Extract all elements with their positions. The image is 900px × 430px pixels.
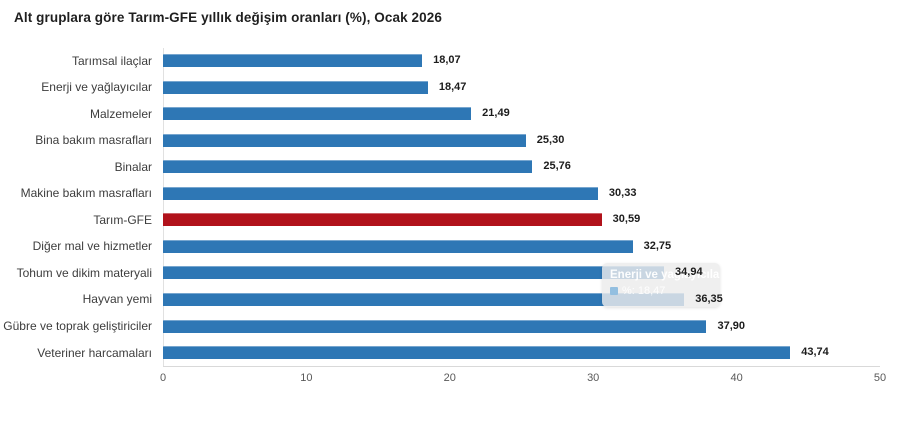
- value-label: 43,74: [801, 346, 829, 359]
- bar[interactable]: [163, 292, 685, 306]
- category-label: Tohum ve dikim materyali: [16, 265, 152, 280]
- x-tick-label: 0: [159, 372, 167, 384]
- y-axis-line: [163, 48, 164, 366]
- tooltip-title: Enerji ve yağlayıcılar: [610, 269, 720, 281]
- bar[interactable]: [163, 107, 472, 121]
- bar[interactable]: [163, 80, 428, 94]
- category-label: Hayvan yemi: [82, 292, 152, 307]
- bar[interactable]: [163, 346, 791, 360]
- tooltip-series-value: %: 18,47: [622, 285, 666, 297]
- category-label: Tarımsal ilaçlar: [71, 53, 152, 68]
- value-label: 21,49: [482, 107, 510, 120]
- tooltip-series-line: %: 18,47: [610, 285, 712, 297]
- bar[interactable]: [163, 160, 533, 174]
- value-label: 30,33: [608, 186, 637, 199]
- x-tick-label: 50: [873, 372, 887, 384]
- bar[interactable]: [163, 239, 633, 253]
- value-label: 18,07: [433, 54, 461, 66]
- bar[interactable]: [163, 319, 707, 333]
- value-label: 34,94: [675, 266, 703, 279]
- series-marker-icon: [610, 287, 618, 295]
- value-label: 37,90: [717, 319, 746, 332]
- value-label: 36,35: [695, 292, 723, 305]
- category-label: Enerji ve yağlayıcılar: [41, 80, 152, 95]
- bar[interactable]: [163, 133, 526, 147]
- category-label: Diğer mal ve hizmetler: [32, 239, 152, 254]
- value-label: 32,75: [643, 239, 672, 252]
- category-label: Binalar: [114, 159, 152, 174]
- x-axis-line: [163, 366, 880, 367]
- x-tick-label: 10: [300, 372, 313, 384]
- category-label: Makine bakım masrafları: [20, 186, 152, 201]
- category-label: Gübre ve toprak geliştiriciler: [3, 319, 152, 333]
- bar-highlight[interactable]: [163, 213, 602, 227]
- value-label: 18,47: [438, 80, 467, 93]
- category-label: Bina bakım masrafları: [35, 133, 152, 148]
- value-label: 25,76: [543, 160, 571, 173]
- value-label: 30,59: [612, 213, 641, 226]
- x-tick-label: 20: [443, 372, 456, 384]
- chart-tooltip: Enerji ve yağlayıcılar %: 18,47: [602, 263, 720, 307]
- category-label: Veteriner harcamaları: [37, 345, 152, 360]
- bar[interactable]: [163, 186, 598, 200]
- category-label: Malzemeler: [89, 106, 152, 121]
- bar[interactable]: [163, 266, 665, 280]
- x-tick-label: 30: [587, 372, 600, 384]
- chart-title: Alt gruplara göre Tarım-GFE yıllık değiş…: [14, 10, 442, 25]
- category-label: Tarım-GFE: [93, 212, 152, 227]
- bar[interactable]: [163, 54, 423, 67]
- x-tick-label: 40: [730, 372, 743, 384]
- value-label: 25,30: [536, 133, 565, 146]
